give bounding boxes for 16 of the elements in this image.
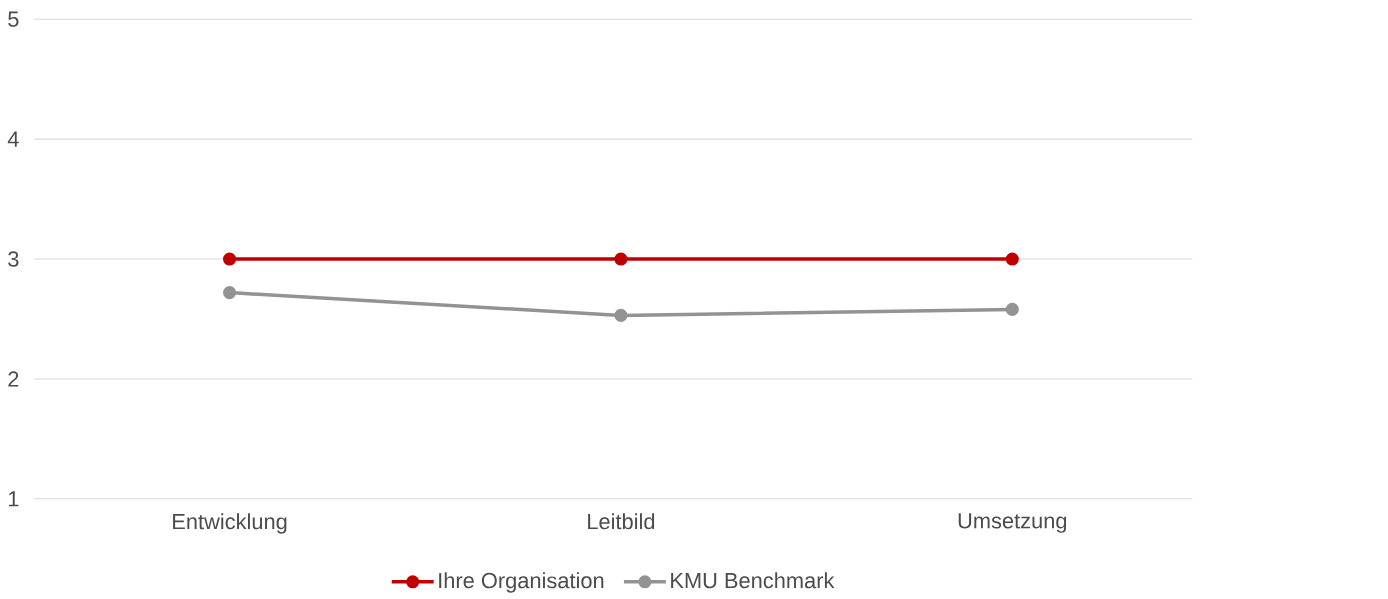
y-tick-label: 4 [7, 131, 19, 147]
y-tick-label: 2 [8, 371, 19, 387]
point [614, 252, 628, 266]
legend-label: Ihre Organisation [439, 572, 604, 593]
x-tick-label: Umsetzung [958, 513, 1067, 533]
x-tick-label: Entwicklung [173, 513, 287, 534]
y-tick-label: 3 [8, 251, 19, 267]
point [1005, 302, 1019, 316]
y-tick-label: 1 [8, 491, 19, 507]
point [223, 285, 237, 300]
x-tick-label: Leitbild [588, 513, 655, 530]
point [1005, 252, 1019, 266]
legend-label: KMU Benchmark [671, 572, 835, 589]
y-tick-label: 5 [8, 11, 19, 27]
point [223, 252, 237, 266]
point [614, 308, 628, 322]
